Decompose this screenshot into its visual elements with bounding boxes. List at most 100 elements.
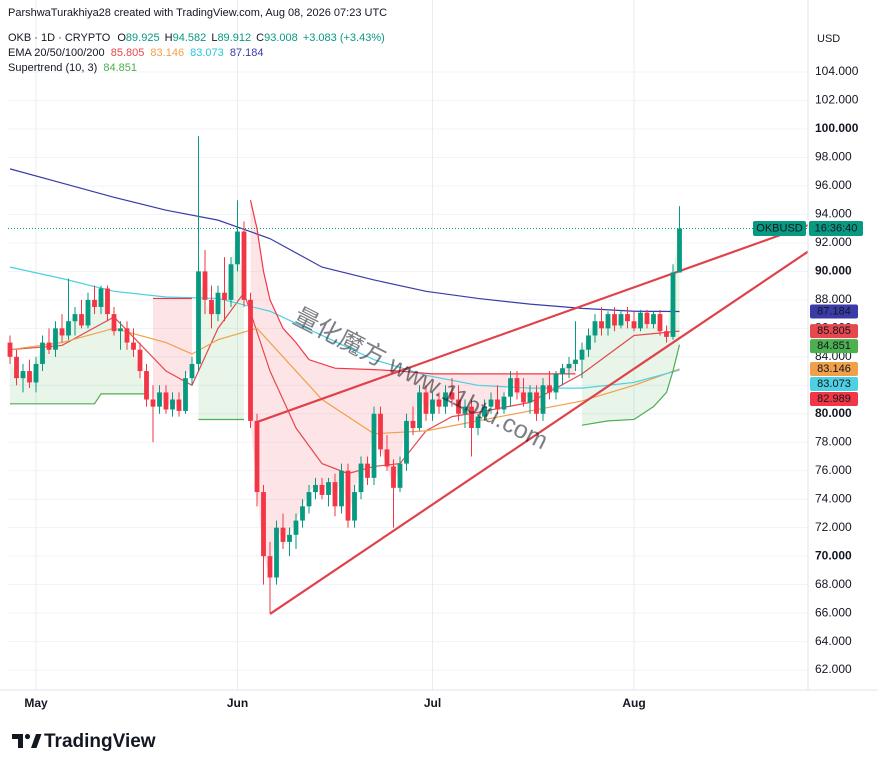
candle-body — [495, 399, 500, 410]
candle-body — [638, 312, 643, 329]
ema-line — [9, 168, 680, 313]
supertrend-fill — [153, 298, 192, 411]
candle-body — [560, 368, 565, 374]
supertrend-line — [581, 344, 681, 426]
candle-body — [150, 399, 156, 407]
candle-body — [625, 314, 630, 322]
candle-body — [547, 385, 552, 393]
ohlc-letter: O — [117, 32, 126, 44]
y-tick-label: 96.000 — [815, 178, 852, 192]
candle-body — [196, 271, 201, 364]
candle-body — [365, 463, 370, 478]
candle-body — [657, 314, 663, 332]
brand: TradingView — [44, 731, 156, 752]
supertrend-value: 84.851 — [103, 62, 137, 74]
candle-body — [514, 378, 520, 393]
x-tick-label: May — [24, 696, 48, 710]
price-tag-text: 84.851 — [817, 340, 851, 352]
candle-body — [410, 420, 416, 429]
ema-value: 87.184 — [230, 47, 264, 59]
symbol: OKB · 1D · CRYPTO — [8, 32, 111, 44]
logo-icon — [31, 734, 42, 748]
ema-line — [9, 327, 680, 435]
supertrend-label: Supertrend (10, 3) — [8, 62, 97, 74]
ohlc-legend: OKB · 1D · CRYPTO O89.925 H94.582 L89.91… — [8, 32, 385, 44]
y-tick-label: 68.000 — [815, 577, 852, 591]
ema-legend: EMA 20/50/100/200 85.805 83.146 83.073 8… — [8, 47, 264, 59]
candle-body — [105, 288, 110, 315]
candle-body — [98, 288, 104, 307]
candle-body — [326, 482, 331, 495]
candle-body — [215, 292, 221, 315]
countdown-text: 16:36:40 — [815, 222, 858, 234]
price-tag-text: 87.184 — [817, 305, 851, 317]
candle-body — [7, 342, 13, 357]
candle-body — [157, 392, 162, 407]
candle-body — [137, 349, 143, 372]
candle-body — [631, 321, 637, 329]
y-tick-label: 78.000 — [815, 434, 852, 448]
x-tick-label: Jul — [424, 696, 441, 710]
candle-body — [46, 342, 52, 350]
ema-line — [9, 291, 680, 475]
candle-body — [53, 328, 58, 350]
candle-body — [40, 342, 45, 364]
candle-body — [371, 413, 377, 478]
candle-body — [605, 314, 611, 329]
x-tick-label: Jun — [227, 696, 248, 710]
candle-body — [417, 392, 422, 429]
candle-body — [397, 463, 403, 488]
ema-value: 85.805 — [111, 47, 145, 59]
y-tick-label: 100.000 — [815, 121, 859, 135]
candle-body — [677, 228, 682, 273]
price-tag — [810, 391, 858, 406]
y-tick-label: 94.000 — [815, 207, 852, 221]
price-tag — [810, 361, 858, 376]
candle-body — [378, 413, 383, 450]
candle-body — [124, 328, 130, 343]
price-tag — [810, 376, 858, 391]
ema-line — [9, 266, 680, 389]
y-tick-label: 92.000 — [815, 235, 852, 249]
candle-body — [66, 321, 71, 336]
trendline — [256, 224, 809, 424]
candle-body — [72, 314, 78, 322]
candle-body — [618, 314, 624, 326]
y-tick-label: 88.000 — [815, 292, 852, 306]
y-tick-label: 80.000 — [815, 406, 852, 420]
candle-body — [274, 527, 279, 578]
symbol-tag-text: OKBUSD — [756, 222, 803, 234]
candle-body — [209, 299, 214, 315]
candle-body — [644, 312, 650, 325]
ema-value: 83.146 — [150, 47, 184, 59]
y-tick-label: 70.000 — [815, 548, 852, 562]
candle-body — [170, 399, 175, 410]
ohlc-letter: H — [165, 32, 173, 44]
candle-body — [189, 363, 195, 379]
candle-body — [163, 392, 169, 410]
supertrend-line — [10, 393, 147, 405]
candle-body — [306, 492, 312, 507]
candle-body — [449, 392, 455, 400]
candle-body — [488, 399, 494, 407]
candle-body — [176, 399, 182, 411]
price-tag-text: 83.146 — [817, 363, 851, 375]
candle-body — [592, 321, 598, 336]
candle-body — [436, 399, 442, 407]
candle-body — [254, 420, 260, 493]
open-value: 89.925 — [126, 32, 160, 44]
candle-body — [79, 314, 84, 326]
y-tick-label: 74.000 — [815, 491, 852, 505]
y-tick-label: 64.000 — [815, 634, 852, 648]
candle-body — [527, 392, 533, 403]
price-tag-text: 82.989 — [817, 393, 851, 405]
candle-body — [664, 331, 669, 337]
candle-body — [391, 466, 396, 488]
candle-body — [332, 482, 338, 507]
candle-body — [222, 292, 227, 300]
symbol-tag — [753, 221, 806, 237]
candle-body — [287, 534, 292, 542]
candle-body — [111, 314, 117, 332]
y-tick-label: 72.000 — [815, 520, 852, 534]
candle-body — [651, 314, 656, 325]
